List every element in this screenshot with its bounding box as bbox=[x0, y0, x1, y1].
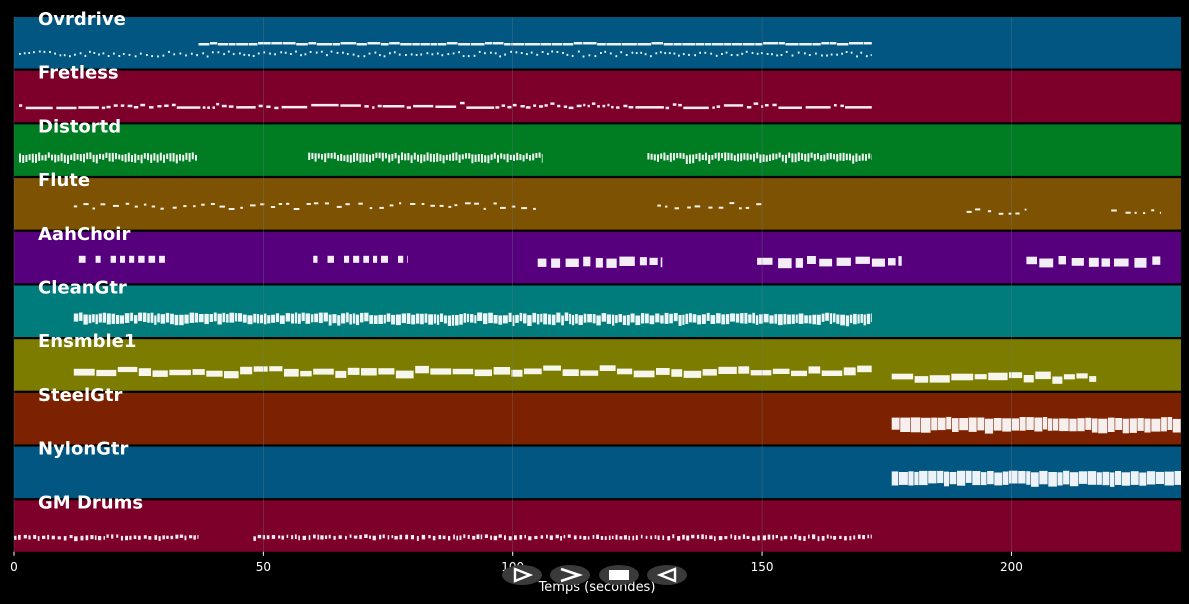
track-label: CleanGtr bbox=[38, 278, 127, 299]
tracks-layer: Ovrdrive Fretless Distortd Flute AahChoir Cle… bbox=[14, 9, 1181, 552]
play-button[interactable] bbox=[502, 565, 542, 585]
forward-button[interactable] bbox=[550, 565, 590, 585]
track-notes bbox=[73, 365, 1097, 384]
track-label: Flute bbox=[38, 170, 90, 191]
track-notes bbox=[14, 534, 872, 542]
track-lane[interactable] bbox=[14, 392, 1181, 445]
track-lane[interactable] bbox=[14, 70, 1181, 123]
track-notes bbox=[19, 101, 872, 110]
track-label: AahChoir bbox=[38, 224, 130, 245]
track-label: SteelGtr bbox=[38, 385, 123, 406]
track-notes bbox=[891, 416, 1181, 434]
track-label: NylonGtr bbox=[38, 439, 129, 460]
track-label: Ovrdrive bbox=[38, 9, 126, 30]
track-aahchoir[interactable]: AahChoir bbox=[14, 224, 1181, 284]
stop-button[interactable] bbox=[599, 565, 639, 585]
track-lane[interactable] bbox=[14, 124, 1181, 176]
track-gm-drums[interactable]: GM Drums bbox=[14, 492, 1181, 552]
x-tick-label: 150 bbox=[751, 560, 774, 574]
x-tick-label: 50 bbox=[256, 560, 271, 574]
track-notes bbox=[891, 470, 1181, 487]
track-lane[interactable] bbox=[14, 17, 1181, 69]
play-icon bbox=[513, 567, 534, 583]
track-notes bbox=[19, 42, 872, 58]
track-lane[interactable] bbox=[14, 178, 1181, 230]
rewind-button[interactable] bbox=[647, 565, 687, 585]
track-lane[interactable] bbox=[14, 339, 1181, 391]
x-axis-title: Temps (secondes) bbox=[538, 580, 656, 595]
stop-icon bbox=[609, 570, 629, 580]
track-distortd[interactable]: Distortd bbox=[14, 116, 1181, 176]
x-tick-label: 200 bbox=[1000, 560, 1023, 574]
rewind-icon bbox=[656, 567, 677, 583]
playback-controls bbox=[502, 565, 687, 585]
track-nylongtr[interactable]: NylonGtr bbox=[14, 439, 1181, 499]
track-notes bbox=[73, 202, 1161, 215]
track-ensmble1[interactable]: Ensmble1 bbox=[14, 331, 1181, 391]
track-steelgtr[interactable]: SteelGtr bbox=[14, 385, 1181, 445]
track-ovrdrive[interactable]: Ovrdrive bbox=[14, 9, 1181, 69]
grid-layer bbox=[13, 17, 1012, 552]
track-label: Fretless bbox=[38, 63, 119, 84]
track-lane[interactable] bbox=[14, 500, 1181, 552]
track-notes bbox=[78, 255, 1161, 269]
track-label: Ensmble1 bbox=[38, 331, 136, 352]
track-cleangtr[interactable]: CleanGtr bbox=[14, 278, 1181, 338]
track-label: Distortd bbox=[38, 116, 121, 137]
track-flute[interactable]: Flute bbox=[14, 170, 1181, 230]
forward-icon bbox=[560, 567, 584, 583]
track-lane[interactable] bbox=[14, 285, 1181, 338]
track-notes bbox=[19, 152, 872, 164]
x-tick-label: 0 bbox=[10, 560, 18, 574]
track-label: GM Drums bbox=[38, 492, 143, 513]
track-lane[interactable] bbox=[14, 231, 1181, 284]
track-notes bbox=[73, 312, 872, 327]
track-fretless[interactable]: Fretless bbox=[14, 63, 1181, 123]
